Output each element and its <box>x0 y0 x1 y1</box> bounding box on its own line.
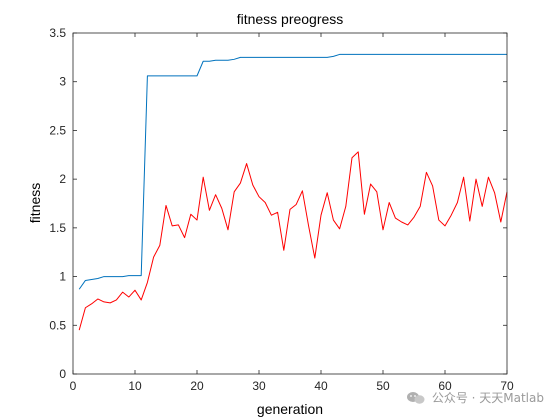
chart-title: fitness preogress <box>237 11 344 27</box>
x-tick-label: 40 <box>314 379 328 393</box>
y-tick-label: 2 <box>59 172 66 186</box>
plot-frame <box>72 32 508 375</box>
x-tick-label: 60 <box>438 379 452 393</box>
x-tick-label: 10 <box>128 379 142 393</box>
series-layer <box>78 53 508 331</box>
axes-layer: 0 10 20 30 40 50 60 70 0 0.5 1 1.5 2 2.5 3 3.5 <box>49 26 514 393</box>
x-tick-label: 20 <box>190 379 204 393</box>
x-tick-label: 70 <box>500 379 514 393</box>
x-tick-label: 50 <box>376 379 390 393</box>
series-line-2 <box>78 151 508 331</box>
y-tick-label: 2.5 <box>49 123 66 137</box>
watermark: 公众号 · 天天Matlab <box>406 389 544 406</box>
y-tick-label: 1.5 <box>49 221 66 235</box>
wechat-logo-icon <box>406 391 425 404</box>
y-tick-label: 3.5 <box>49 26 66 40</box>
y-tick-label: 1 <box>59 270 66 284</box>
y-tick-label: 0 <box>59 367 66 381</box>
y-axis-label: fitness <box>27 183 43 223</box>
watermark-text: 公众号 · 天天Matlab <box>431 391 544 405</box>
x-axis-label: generation <box>257 401 323 417</box>
series-line-1 <box>78 53 507 290</box>
y-tick-label: 0.5 <box>49 318 66 332</box>
x-tick-label: 30 <box>252 379 266 393</box>
y-tick-label: 3 <box>59 75 66 89</box>
x-tick-label: 0 <box>70 379 77 393</box>
